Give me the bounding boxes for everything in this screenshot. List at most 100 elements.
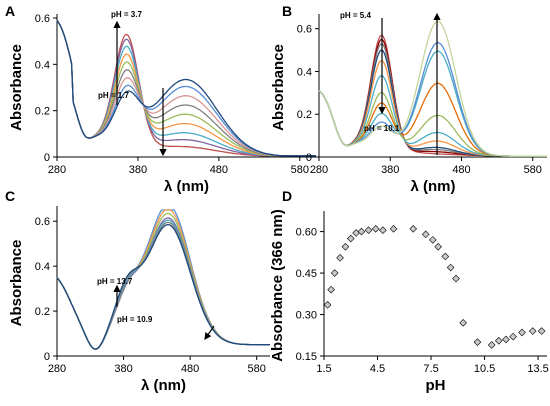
spectrum-line <box>318 34 547 157</box>
y-tick-label: 0 <box>306 152 312 164</box>
x-axis-label: pH <box>426 377 446 394</box>
data-point <box>495 336 503 345</box>
x-tick-label: 380 <box>129 164 147 176</box>
panel-label: C <box>5 188 15 204</box>
y-tick-label: 0.2 <box>35 106 50 118</box>
panel-d: D 1.5 4.5 7.5 10.5 13.5 0.15 0.30 0.45 0.60 pH Abso… <box>269 188 549 394</box>
y-tick-label: 0.6 <box>297 24 312 36</box>
data-point <box>452 274 460 283</box>
spectrum-line <box>318 20 547 157</box>
x-tick-label: 10.5 <box>474 363 495 375</box>
x-tick-label: 7.5 <box>423 363 438 375</box>
data-point <box>434 242 442 251</box>
spectrum-line <box>56 219 270 350</box>
spectrum-line <box>318 82 547 157</box>
annotation-label: pH = 5.4 <box>340 11 371 20</box>
x-tick-label: 280 <box>48 363 66 375</box>
x-axis-label: λ (nm) <box>164 178 209 195</box>
x-tick-label: 480 <box>181 363 199 375</box>
data-point <box>341 242 350 251</box>
y-tick-label: 0.45 <box>296 268 317 280</box>
data-point <box>346 234 355 243</box>
spectrum-line <box>56 217 270 350</box>
y-tick-label: 0.4 <box>35 59 50 71</box>
data-point <box>446 263 455 272</box>
x-tick-label: 280 <box>48 164 66 176</box>
y-axis-label: Absorbance <box>270 44 287 131</box>
data-point <box>323 301 332 309</box>
spectrum-line <box>318 38 547 157</box>
data-point <box>409 225 418 233</box>
data-point <box>537 327 546 335</box>
spectrum-line <box>318 90 547 157</box>
y-tick-label: 0 <box>44 152 50 164</box>
x-tick-label: 480 <box>452 164 470 176</box>
y-tick-label: 0 <box>44 351 50 363</box>
y-tick-label: 0.6 <box>35 13 50 25</box>
annotation-label: pH = 3.7 <box>111 10 142 19</box>
y-tick-label: 0.30 <box>296 310 317 322</box>
annotation-label: pH = 13.7 <box>97 277 133 286</box>
y-axis-label: Absorbance <box>8 44 25 131</box>
data-point <box>502 335 510 344</box>
data-point <box>352 229 360 237</box>
x-axis-label: λ (nm) <box>141 377 186 394</box>
spectrum-line <box>318 50 547 157</box>
y-tick-label: 0.4 <box>35 261 50 273</box>
y-tick-label: 0.2 <box>297 109 312 121</box>
data-point <box>379 226 387 235</box>
x-tick-label: 380 <box>381 164 399 176</box>
spectrum-line <box>56 209 270 350</box>
spectrum-line <box>318 42 547 157</box>
y-axis-label: Absorbance (366 nm) <box>269 209 286 362</box>
x-tick-label: 13.5 <box>527 363 548 375</box>
spectrum-line <box>318 59 547 157</box>
data-point <box>389 225 398 233</box>
data-point <box>357 227 366 236</box>
y-tick-label: 0.2 <box>35 306 50 318</box>
x-tick-label: 1.5 <box>316 363 331 375</box>
data-point <box>364 226 373 235</box>
y-tick-label: 0.60 <box>296 227 317 239</box>
x-axis-label: λ (nm) <box>411 178 456 195</box>
data-point <box>473 338 482 346</box>
y-axis-label: Absorbance <box>8 240 25 327</box>
annotation-label: pH = 10.1 <box>364 124 400 133</box>
data-point <box>459 319 467 327</box>
x-tick-label: 580 <box>524 164 542 176</box>
data-point <box>487 341 496 349</box>
data-point <box>518 328 526 337</box>
data-point <box>330 269 339 277</box>
data-point <box>371 225 380 233</box>
y-tick-label: 0.6 <box>35 216 50 228</box>
spectrum-line <box>56 19 316 157</box>
x-tick-label: 380 <box>114 363 132 375</box>
data-point <box>429 236 437 244</box>
panel-c: C 280 380 480 580 0 0.2 0.4 0.6 λ (nm) Absorbance p… <box>5 188 270 394</box>
arrow <box>204 325 215 340</box>
spectrum-line <box>318 49 547 157</box>
x-tick-label: 580 <box>291 164 309 176</box>
data-point <box>528 327 537 335</box>
annotation-label: pH = 10.9 <box>117 315 153 324</box>
data-point <box>421 230 430 239</box>
x-tick-label: 4.5 <box>370 363 385 375</box>
panel-label: D <box>282 188 292 204</box>
x-tick-label: 580 <box>248 363 266 375</box>
y-tick-label: 0.4 <box>297 66 312 78</box>
y-tick-label: 0.15 <box>296 351 317 363</box>
annotation-label: pH = 1.7 <box>98 91 129 100</box>
spectrum-line <box>56 221 270 350</box>
data-point <box>441 252 450 261</box>
data-point <box>336 254 344 262</box>
panel-label: B <box>282 3 292 19</box>
spectrum-line <box>318 42 547 157</box>
spectrum-line <box>56 212 270 350</box>
spectrum-line <box>56 209 270 350</box>
x-tick-label: 280 <box>310 164 328 176</box>
data-point <box>327 285 335 294</box>
spectrum-line <box>56 223 270 350</box>
